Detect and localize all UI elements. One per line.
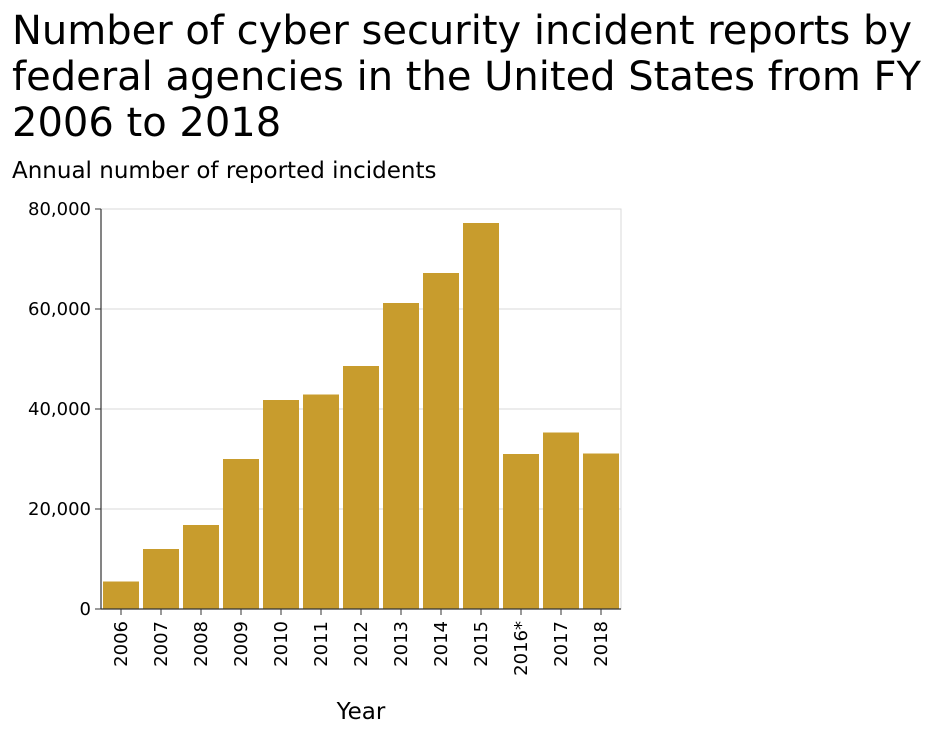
bar-2010 xyxy=(263,400,299,609)
x-tick-label: 2015 xyxy=(471,621,492,667)
bar-2012 xyxy=(343,366,379,609)
bar-2008 xyxy=(183,525,219,609)
x-tick-label: 2010 xyxy=(271,621,292,667)
bar-2006 xyxy=(103,582,139,610)
bar-2013 xyxy=(383,303,419,609)
y-tick-label: 20,000 xyxy=(28,499,91,520)
x-axis-title: Year xyxy=(336,699,386,725)
x-tick-label: 2006 xyxy=(111,621,132,667)
x-tick-label: 2016* xyxy=(511,621,532,676)
bar-2018 xyxy=(583,454,619,610)
y-tick-label: 0 xyxy=(80,599,91,620)
x-tick-label: 2009 xyxy=(231,621,252,667)
x-tick-label: 2007 xyxy=(151,621,172,667)
x-tick-label: 2012 xyxy=(351,621,372,667)
y-tick-label: 40,000 xyxy=(28,399,91,420)
bar-2014 xyxy=(423,273,459,609)
bar-2007 xyxy=(143,549,179,609)
bar-2011 xyxy=(303,395,339,610)
bar-2009 xyxy=(223,459,259,609)
x-tick-label: 2011 xyxy=(311,621,332,667)
bar-2017 xyxy=(543,433,579,610)
y-tick-label: 60,000 xyxy=(28,299,91,320)
x-tick-label: 2018 xyxy=(591,621,612,667)
bar-2015 xyxy=(463,223,499,609)
x-tick-label: 2017 xyxy=(551,621,572,667)
bar-2016-star xyxy=(503,454,539,609)
y-tick-label: 80,000 xyxy=(28,199,91,220)
x-tick-label: 2014 xyxy=(431,621,452,667)
x-tick-label: 2008 xyxy=(191,621,212,667)
x-tick-label: 2013 xyxy=(391,621,412,667)
bars xyxy=(103,223,619,609)
